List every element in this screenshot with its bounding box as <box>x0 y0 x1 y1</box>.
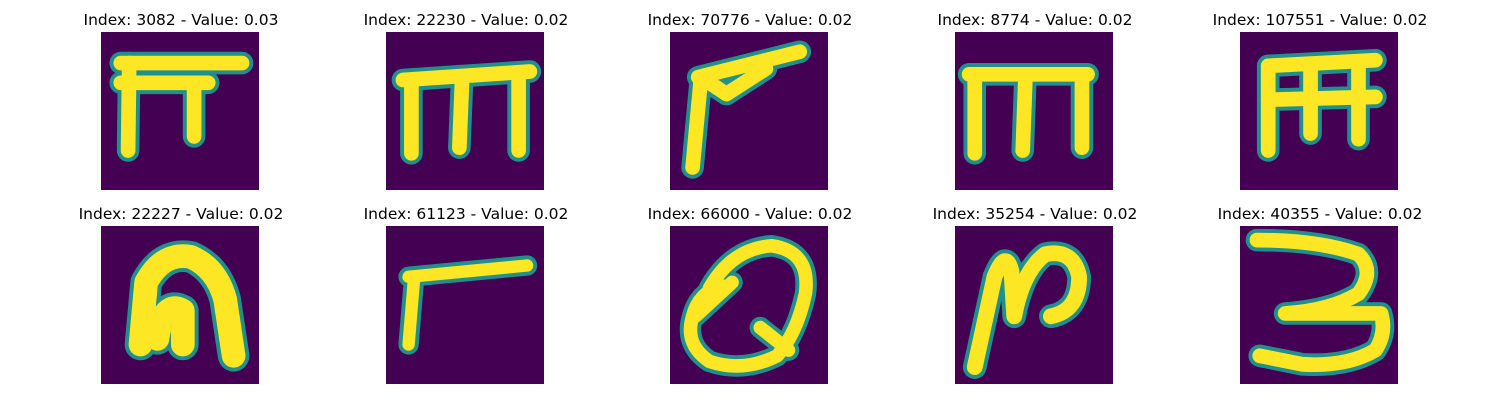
panel-title: Index: 107551 - Value: 0.02 <box>1212 11 1428 29</box>
glyph-stroke <box>690 44 808 85</box>
glyph-stroke <box>128 244 246 368</box>
digit-image <box>670 226 828 384</box>
glyph-stroke <box>693 61 774 102</box>
panel-title: Index: 8774 - Value: 0.02 <box>937 11 1133 29</box>
glyph-stroke <box>966 245 1088 375</box>
glyph-stroke <box>145 296 195 357</box>
panel-title: Index: 40355 - Value: 0.02 <box>1217 205 1423 223</box>
digit-image <box>670 32 828 190</box>
glyph-stroke <box>688 275 739 324</box>
glyph-stroke <box>753 320 796 357</box>
panel-title: Index: 22230 - Value: 0.02 <box>363 11 569 29</box>
digit-image <box>101 226 259 384</box>
digit-image <box>1240 32 1398 190</box>
glyph-stroke <box>402 270 421 351</box>
panel-title: Index: 35254 - Value: 0.02 <box>932 205 1138 223</box>
digit-image <box>1240 226 1398 384</box>
panel-title: Index: 66000 - Value: 0.02 <box>647 205 853 223</box>
panel-title: Index: 61123 - Value: 0.02 <box>363 205 569 223</box>
glyph-stroke <box>452 69 470 156</box>
glyph-stroke <box>1260 89 1383 108</box>
digit-image <box>386 32 544 190</box>
panel-title: Index: 3082 - Value: 0.03 <box>83 11 279 29</box>
panel-title: Index: 70776 - Value: 0.02 <box>647 11 853 29</box>
glyph-stroke <box>685 69 709 175</box>
digit-image <box>101 32 259 190</box>
digit-image <box>386 226 544 384</box>
digit-image <box>955 32 1113 190</box>
glyph-stroke <box>402 259 534 283</box>
glyph-stroke <box>1249 232 1391 372</box>
panel-title: Index: 22227 - Value: 0.02 <box>78 205 284 223</box>
glyph-stroke <box>1015 66 1033 158</box>
digit-image <box>955 226 1113 384</box>
